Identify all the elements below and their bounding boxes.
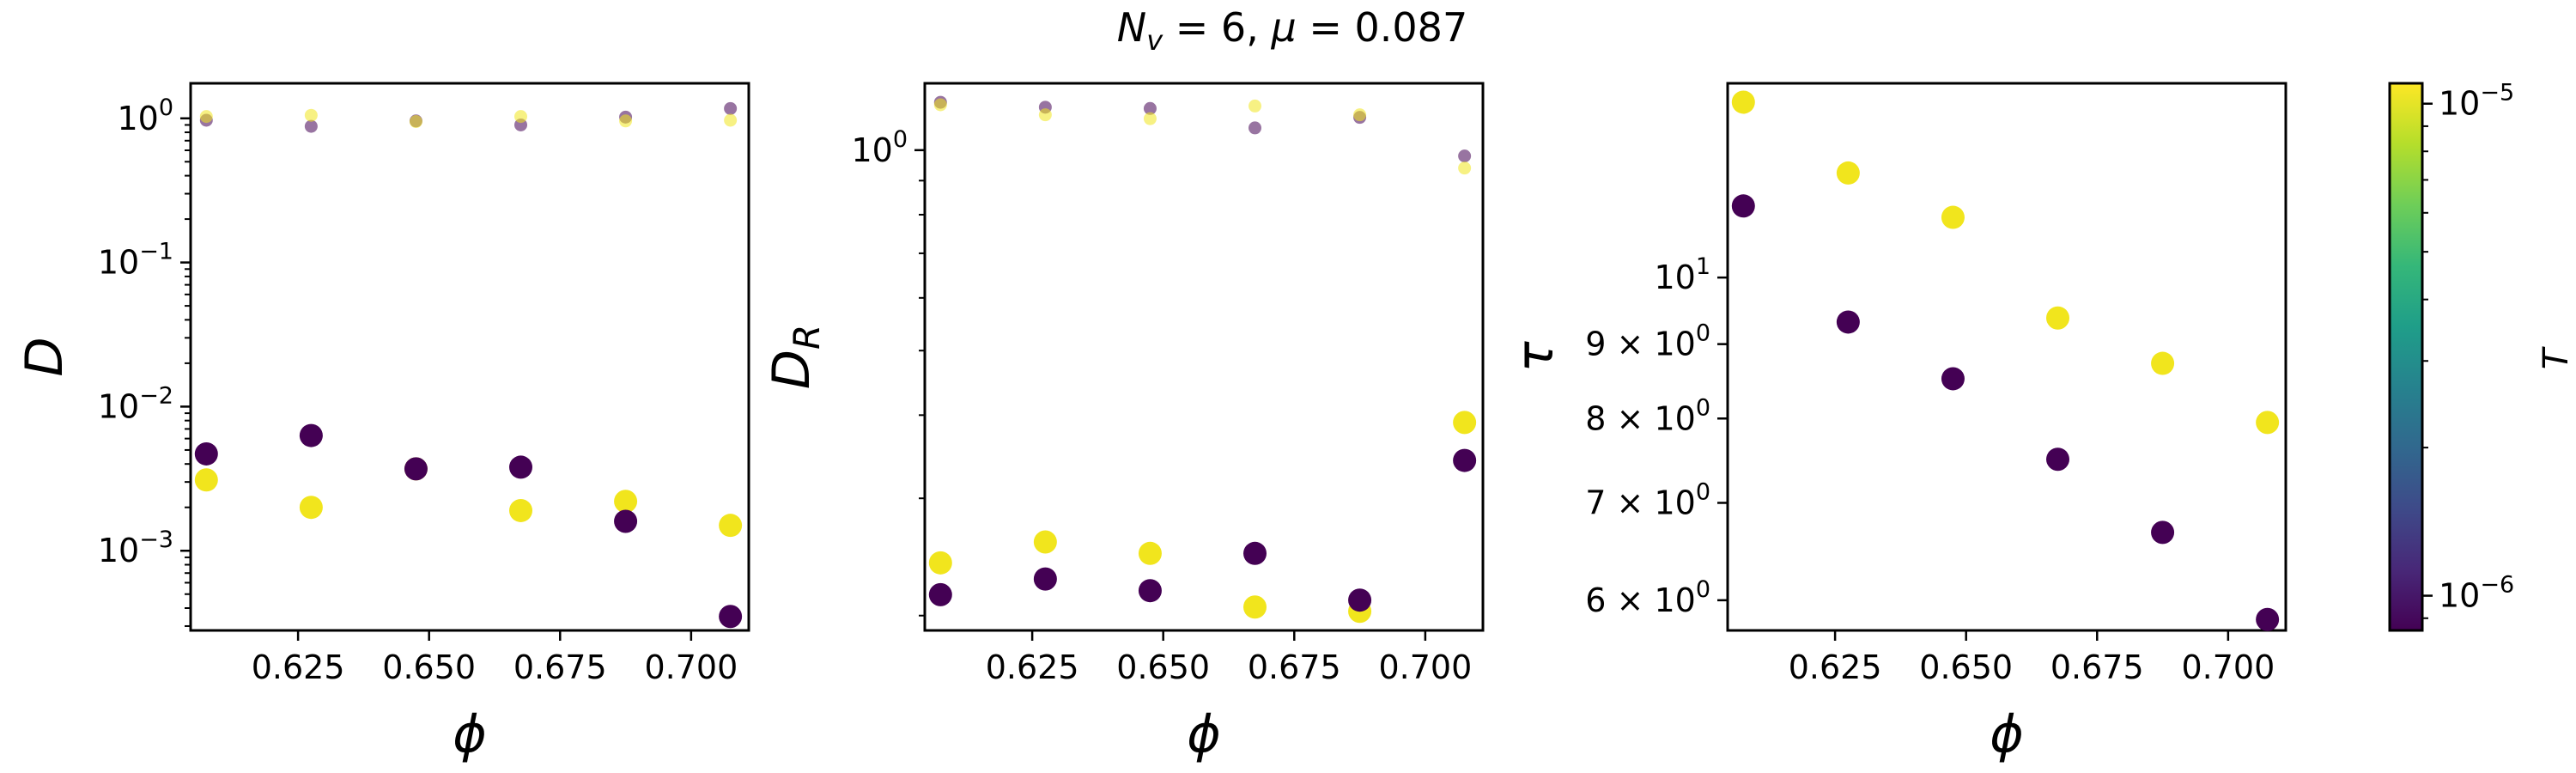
colorbar-gradient [2390,83,2422,630]
data-point [1138,579,1162,603]
suptitle-n-sub: v [1146,24,1163,57]
data-point [1143,101,1157,115]
data-point [1138,541,1162,565]
data-point [719,514,743,538]
y-tick-label: 9 × 100 [1585,320,1710,363]
data-point [1731,194,1755,218]
data-point [299,423,323,447]
data-point [1836,161,1860,185]
y-tick-label: 6 × 100 [1585,576,1710,619]
y-axis-label: DR [762,325,828,389]
suptitle-n-val: = 6, [1163,4,1271,51]
data-point [1243,595,1267,619]
data-point [509,498,533,522]
data-point [1731,90,1755,114]
data-point [404,457,428,481]
x-axis-label: ϕ [1990,704,2024,764]
x-tick-label: 0.650 [382,648,476,686]
colorbar-tick-label: 10−5 [2439,80,2514,123]
data-point [2256,411,2280,435]
data-point [1458,161,1472,175]
x-axis-label: ϕ [453,704,487,764]
panel-tau: 0.625 0.650 0.675 0.700 101 9 × 100 8 × 100 7 ×… [1505,82,2287,764]
data-point [304,108,318,122]
data-point [719,605,743,629]
data-point [619,114,633,128]
data-point [1941,367,1965,391]
x-tick-label: 0.675 [2050,648,2144,686]
x-tick-label: 0.625 [252,648,345,686]
x-tick-label: 0.650 [1919,648,2013,686]
data-point [1033,530,1057,554]
data-point [1243,541,1267,565]
data-point [1836,310,1860,334]
x-tick-label: 0.700 [1378,648,1472,686]
colorbar-tick-label: 10−6 [2439,572,2514,615]
colorbar-label: T [2537,345,2576,369]
axes-frame [1726,82,2287,632]
y-tick-label: 101 [1654,253,1710,296]
y-tick-label: 7 × 100 [1585,478,1710,521]
data-point [1348,588,1372,612]
y-tick-label: 8 × 100 [1585,394,1710,437]
data-point [1353,108,1367,122]
x-tick-label: 0.625 [1789,648,1882,686]
colorbar: T 10−6 10−5 [2388,80,2576,632]
data-point [928,582,952,606]
suptitle: Nv = 6, μ = 0.087 [1117,4,1467,57]
data-point [1453,411,1477,435]
data-point [194,468,218,492]
x-tick-label: 0.700 [644,648,738,686]
axes-frame [189,82,750,632]
y-axis-label: D [15,337,75,376]
data-point [1249,121,1262,135]
data-point [514,110,528,124]
data-point [1033,567,1057,591]
data-point [1453,448,1477,472]
data-point [1143,112,1157,125]
data-point [724,113,738,127]
x-axis-label: ϕ [1187,704,1221,764]
data-point [299,496,323,520]
data-point [2046,447,2070,472]
x-tick-label: 0.675 [513,648,607,686]
data-point [194,441,218,466]
data-point [1941,205,1965,229]
panel-rotational-diffusion: 0.625 0.650 0.675 0.700 100 ϕ DR [762,82,1485,764]
data-point [199,110,213,124]
x-tick-label: 0.700 [2181,648,2275,686]
data-point [1038,108,1052,122]
suptitle-mu: μ [1270,4,1296,51]
data-point [304,119,318,133]
data-point [409,115,422,129]
data-point [509,455,533,479]
x-tick-label: 0.650 [1116,648,1210,686]
axes-frame [923,82,1485,632]
data-point [1249,99,1262,113]
data-point [614,490,638,514]
data-point [2256,607,2280,631]
panel-diffusion: 0.625 0.650 0.675 0.700 100 10−1 10−2 10−3 ϕ D [15,82,750,764]
y-tick-label: 10−1 [98,239,173,282]
data-point [1458,149,1472,163]
y-tick-label: 100 [851,126,908,169]
data-point [614,509,638,533]
y-tick-label: 10−2 [98,382,173,425]
colorbar-frame [2388,82,2424,632]
data-point [2046,306,2070,330]
data-point [928,551,952,575]
x-tick-label: 0.675 [1248,648,1341,686]
y-tick-label: 100 [117,94,173,137]
x-tick-label: 0.625 [986,648,1079,686]
data-point [2151,351,2175,375]
data-point [724,101,738,115]
y-tick-label: 10−3 [98,526,173,569]
suptitle-mu-val: = 0.087 [1297,4,1467,51]
data-point [933,98,947,112]
data-point [2151,520,2175,545]
y-axis-label: τ [1505,341,1565,373]
suptitle-n: N [1117,4,1146,51]
